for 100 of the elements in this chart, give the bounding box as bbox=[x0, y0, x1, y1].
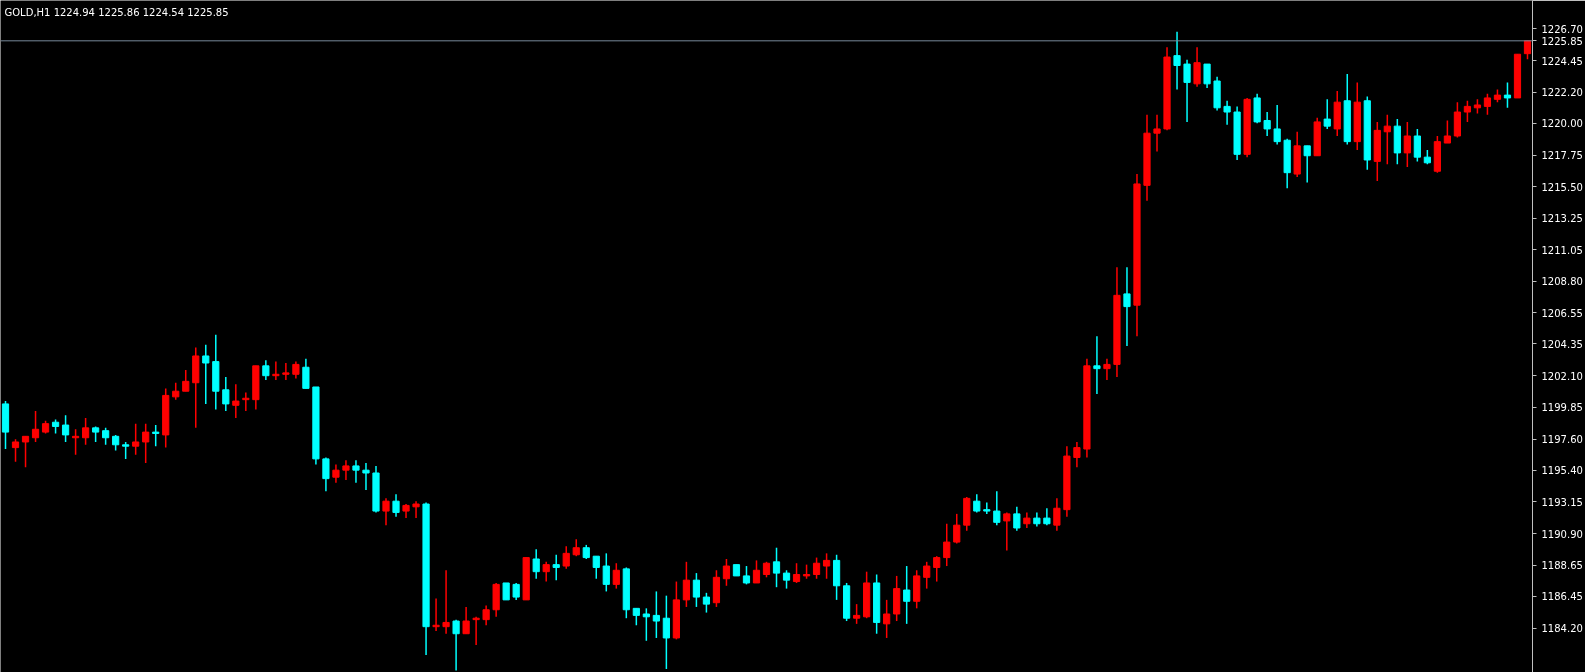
candlestick bbox=[853, 603, 861, 625]
candlestick bbox=[752, 559, 761, 584]
candlestick bbox=[782, 569, 791, 590]
y-tick-label: 1190.90 bbox=[1541, 528, 1583, 540]
candlestick bbox=[11, 438, 20, 463]
candlestick bbox=[482, 604, 490, 627]
candlestick bbox=[822, 552, 831, 580]
candlestick bbox=[1073, 441, 1081, 469]
candlestick bbox=[322, 456, 330, 493]
ref-line-label: 1225.85 bbox=[1541, 35, 1583, 47]
candlestick bbox=[722, 558, 731, 587]
candlestick bbox=[1153, 114, 1161, 153]
candlestick bbox=[1383, 114, 1391, 165]
y-tick-label: 1193.15 bbox=[1541, 496, 1583, 508]
candlestick bbox=[532, 548, 540, 580]
candlestick bbox=[21, 435, 30, 469]
candlestick bbox=[202, 343, 210, 405]
y-tick-label: 1188.65 bbox=[1541, 560, 1583, 572]
candlestick bbox=[1323, 98, 1331, 130]
candlestick bbox=[462, 606, 470, 635]
candlestick bbox=[1173, 30, 1181, 91]
candlestick bbox=[702, 592, 711, 614]
candlestick bbox=[1183, 59, 1191, 123]
candlestick bbox=[61, 414, 70, 443]
candlestick bbox=[442, 569, 450, 635]
candlestick bbox=[1463, 100, 1472, 123]
candlestick bbox=[1453, 101, 1462, 139]
candlestick bbox=[472, 616, 480, 646]
candlestick bbox=[983, 501, 991, 515]
candlestick bbox=[993, 490, 1001, 526]
candlestick bbox=[132, 422, 140, 456]
y-tick-label: 1217.75 bbox=[1541, 150, 1583, 162]
candlestick bbox=[1403, 121, 1411, 168]
candlestick bbox=[682, 561, 690, 608]
y-tick-label: 1220.00 bbox=[1541, 118, 1583, 130]
candlestick bbox=[1273, 104, 1281, 146]
y-tick-label: 1184.20 bbox=[1541, 623, 1583, 635]
candlestick bbox=[903, 565, 911, 625]
y-tick-label: 1208.80 bbox=[1541, 276, 1583, 288]
candlestick bbox=[933, 555, 941, 583]
candlestick bbox=[1303, 145, 1311, 184]
candlestick bbox=[542, 561, 550, 583]
candlestick bbox=[182, 369, 190, 392]
candlestick bbox=[452, 618, 460, 672]
candlestick bbox=[1093, 335, 1101, 395]
candlestick bbox=[362, 462, 370, 491]
candlestick bbox=[772, 546, 781, 588]
candlestick bbox=[883, 599, 891, 639]
candlestick bbox=[222, 376, 230, 412]
candlestick bbox=[562, 545, 570, 570]
y-tick-label: 1213.25 bbox=[1541, 213, 1583, 225]
y-tick-label: 1226.70 bbox=[1541, 23, 1583, 35]
candlestick bbox=[282, 362, 290, 381]
candlestick bbox=[1003, 511, 1011, 552]
candlestick bbox=[943, 523, 951, 567]
y-tick-label: 1204.35 bbox=[1541, 338, 1583, 350]
candlestick bbox=[1123, 266, 1131, 347]
candlestick bbox=[642, 607, 650, 642]
candlestick bbox=[382, 497, 390, 526]
candlestick bbox=[1253, 92, 1261, 125]
candlestick bbox=[302, 358, 310, 390]
y-tick-label: 1202.10 bbox=[1541, 370, 1583, 382]
candlestick bbox=[1443, 119, 1451, 144]
text: GOLD,H1 1224.94 1225.86 1224.54 1225.85 bbox=[4, 7, 229, 18]
y-tick-label: 1215.50 bbox=[1541, 181, 1583, 193]
candlestick bbox=[352, 459, 360, 484]
y-tick-label: 1206.55 bbox=[1541, 307, 1583, 319]
candlestick bbox=[812, 556, 821, 580]
candlestick bbox=[1053, 497, 1061, 532]
candlestick bbox=[792, 562, 801, 584]
candlestick bbox=[652, 590, 660, 639]
candlestick bbox=[1103, 358, 1111, 381]
candlestick bbox=[272, 360, 280, 381]
candlestick bbox=[1263, 111, 1271, 137]
candlestick bbox=[31, 410, 40, 443]
candlestick bbox=[412, 500, 420, 519]
y-tick-label: 1222.20 bbox=[1541, 87, 1583, 99]
candlestick bbox=[142, 422, 150, 464]
y-tick-label: 1199.85 bbox=[1541, 402, 1583, 414]
candlestick bbox=[592, 555, 600, 580]
candlestick bbox=[662, 594, 670, 670]
candlestick bbox=[342, 459, 350, 481]
y-tick-label: 1224.45 bbox=[1541, 55, 1583, 67]
candlestick bbox=[1203, 63, 1211, 89]
candlestick bbox=[82, 417, 90, 446]
candlestick bbox=[332, 463, 340, 484]
candlestick bbox=[1503, 81, 1512, 109]
candlestick bbox=[242, 391, 250, 412]
candlestick bbox=[953, 513, 961, 545]
candlestick bbox=[1413, 128, 1421, 163]
candlestick bbox=[432, 597, 440, 632]
candlestick bbox=[1193, 46, 1201, 88]
candlestick bbox=[392, 493, 400, 518]
candlestick bbox=[262, 359, 270, 381]
candlestick bbox=[692, 572, 701, 608]
candlestick bbox=[1013, 506, 1021, 532]
candlestick bbox=[152, 424, 160, 447]
y-tick-label: 1186.45 bbox=[1541, 591, 1583, 603]
candlestick bbox=[602, 552, 610, 593]
candlestick bbox=[552, 554, 560, 581]
